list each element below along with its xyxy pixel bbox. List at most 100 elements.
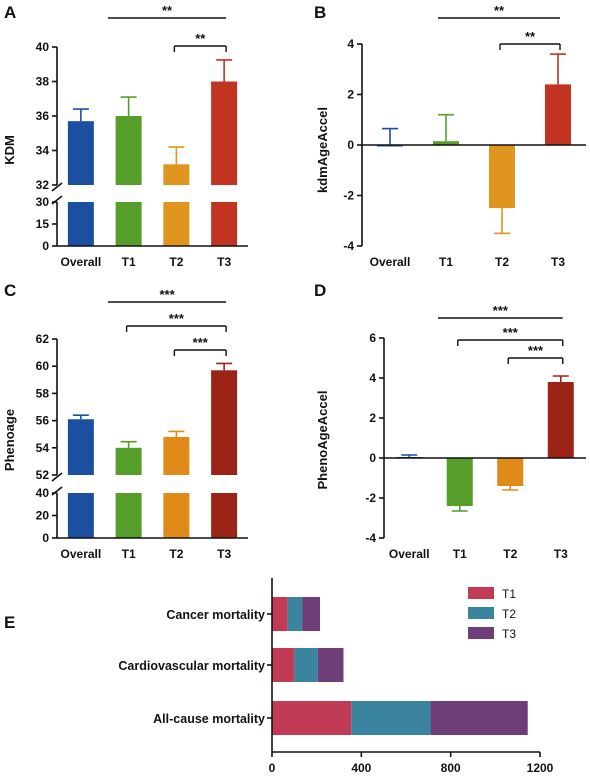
- y-tick-label: 2: [369, 411, 376, 425]
- y-tick-label: 0: [347, 138, 354, 152]
- significance-label: **: [494, 3, 505, 18]
- y-tick-label: 62: [36, 332, 50, 346]
- bar-t3-cardiovascular: [317, 648, 344, 682]
- bar-lower-overall: [67, 493, 94, 538]
- bar-t3-all-cause: [430, 701, 528, 735]
- y-tick-label: -4: [343, 239, 354, 253]
- y-tick-label: 60: [36, 359, 50, 373]
- y-tick-label: -2: [365, 491, 376, 505]
- y-tick-label: -2: [343, 189, 354, 203]
- y-tick-label: 56: [36, 414, 50, 428]
- y-tick-label: 52: [36, 468, 50, 482]
- bar-t3: [545, 84, 571, 145]
- legend-swatch-t1: [468, 587, 494, 599]
- y-axis-label: PhenoAgeAccel: [315, 391, 330, 490]
- panel-letter-c: C: [4, 281, 16, 300]
- x-tick-label: Overall: [389, 547, 430, 561]
- bar-t1: [433, 141, 459, 145]
- x-tick-label: 0: [269, 761, 276, 775]
- panel-b-chart: -4 -2 0 2 4 Overall T1 T2 T3 kdmAgeAccel ** **: [315, 3, 586, 269]
- x-tick-label: Overall: [370, 255, 411, 269]
- y-tick-label: 2: [347, 88, 354, 102]
- bar-t1-cancer: [272, 597, 288, 631]
- axis-break-mark: [51, 472, 63, 482]
- legend-swatch-t2: [468, 607, 494, 619]
- y-tick-label: 36: [36, 109, 50, 123]
- y-axis-label: Phenoage: [2, 409, 17, 471]
- bar-overall: [67, 121, 94, 185]
- legend-swatch-t3: [468, 627, 494, 639]
- y-axis-label: kdmAgeAccel: [315, 107, 330, 193]
- x-tick-label: T3: [217, 547, 231, 561]
- y-tick-label: 32: [36, 178, 50, 192]
- legend-label-t2: T2: [502, 607, 516, 621]
- x-tick-label: T2: [503, 547, 517, 561]
- x-tick-label: T3: [217, 255, 231, 269]
- bar-t3: [211, 81, 238, 185]
- x-tick-label: T2: [169, 255, 183, 269]
- y-tick-label: 38: [36, 75, 50, 89]
- bar-t3: [547, 382, 574, 458]
- x-tick-label: Overall: [61, 547, 102, 561]
- significance-label: **: [525, 29, 536, 44]
- y-tick-label: 0: [42, 531, 49, 545]
- bar-lower-t2: [163, 202, 190, 246]
- bar-t1: [115, 116, 142, 185]
- panel-letter-e: E: [4, 613, 15, 632]
- category-label: Cancer mortality: [166, 608, 265, 622]
- bar-t2: [163, 164, 190, 185]
- x-tick-label: 1200: [527, 761, 554, 775]
- bar-t2: [489, 145, 515, 209]
- x-tick-label: T3: [551, 255, 565, 269]
- panel-a: A 32 34 36 38 40 0 15 30 Overall T1 T2 T3 KDM ** **: [2, 3, 248, 269]
- bar-t1: [446, 458, 473, 506]
- x-tick-label: T3: [554, 547, 568, 561]
- y-tick-label: 4: [347, 37, 354, 51]
- bar-lower-t3: [211, 493, 238, 538]
- legend-label-t3: T3: [502, 627, 516, 641]
- x-tick-label: T2: [495, 255, 509, 269]
- y-tick-label: 0: [42, 239, 49, 253]
- significance-label: **: [162, 3, 173, 18]
- significance-label: ***: [169, 311, 185, 326]
- significance-label: ***: [193, 335, 209, 350]
- y-tick-label: 0: [369, 451, 376, 465]
- significance-label: **: [195, 31, 206, 46]
- x-tick-label: 400: [351, 761, 371, 775]
- y-tick-label: -4: [365, 531, 376, 545]
- x-tick-label: T1: [122, 255, 136, 269]
- y-tick-label: 40: [36, 40, 50, 54]
- bar-t1-cardiovascular: [272, 648, 295, 682]
- bar-overall: [67, 419, 94, 475]
- y-tick-label: 34: [36, 144, 50, 158]
- bar-t2: [497, 458, 524, 486]
- y-tick-label: 4: [369, 371, 376, 385]
- panel-d: D -4 -2 0 2 4 6 Overall T1 T2 T3 PhenoAgeAccel *** *…: [314, 281, 586, 561]
- legend-label-t1: T1: [502, 587, 516, 601]
- x-tick-label: Overall: [61, 255, 102, 269]
- axis-break-mark: [51, 182, 63, 192]
- y-tick-label: 6: [369, 331, 376, 345]
- y-tick-label: 58: [36, 386, 50, 400]
- bar-t1: [115, 447, 142, 475]
- significance-label: ***: [493, 303, 509, 318]
- bar-lower-t2: [163, 493, 190, 538]
- y-axis-label: KDM: [2, 135, 17, 165]
- category-label: Cardiovascular mortality: [118, 659, 265, 673]
- bar-t3-cancer: [302, 597, 321, 631]
- panel-letter-d: D: [314, 281, 326, 300]
- bar-lower-t3: [211, 202, 238, 246]
- x-tick-label: T2: [169, 547, 183, 561]
- bar-t2-all-cause: [351, 701, 431, 735]
- y-tick-label: 20: [36, 509, 50, 523]
- panel-c: C 52 54 56 58 60 62 0 20 40 Overall T1 T2 T3 Phenoage…: [2, 281, 248, 561]
- significance-label: ***: [159, 287, 175, 302]
- x-tick-label: T1: [122, 547, 136, 561]
- y-tick-label: 40: [36, 486, 50, 500]
- panel-letter-a: A: [4, 3, 16, 22]
- x-tick-label: 800: [441, 761, 461, 775]
- bar-lower-overall: [67, 202, 94, 246]
- panel-d-chart: -4 -2 0 2 4 6 Overall T1 T2 T3 PhenoAgeAccel *** ***…: [315, 303, 586, 561]
- panel-letter-b: B: [314, 3, 326, 22]
